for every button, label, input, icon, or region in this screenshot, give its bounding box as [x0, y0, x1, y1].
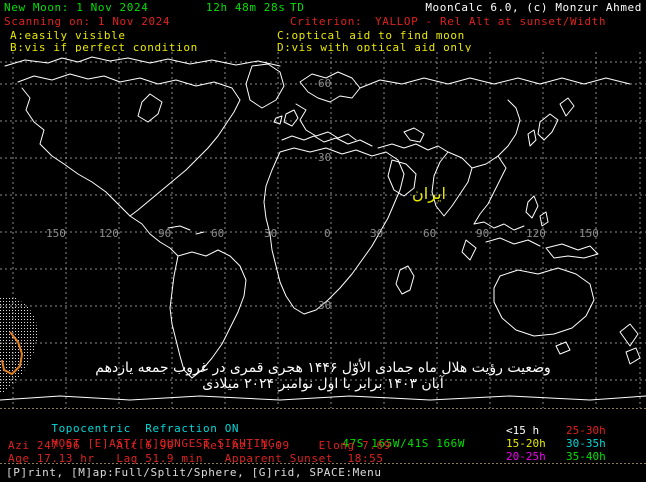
lat-label-60n: 60 [318, 77, 332, 90]
status-bar-divider [0, 463, 646, 464]
lat-label-30s: 30 [318, 299, 332, 312]
coastlines [0, 56, 646, 401]
visibility-legend-d: D:vis with optical aid only [277, 41, 473, 54]
rel-azi-label: Rel Azi [203, 439, 254, 452]
age-row: Age 17.13 hr Lag 51.9 min Apparent Sunse… [8, 453, 384, 464]
topocentric-row: Topocentric Refraction ON [8, 412, 239, 445]
alt-value: 6.90 [145, 439, 175, 452]
farsi-caption-line2: آبان ۱۴۰۳ برابر با اول نوامبر ۲۰۲۴ میلاد… [202, 376, 444, 392]
azimuth-row: Azi 247.96 Alt 6.90 Rel Azi 1.09 Elong 7… [8, 440, 391, 451]
apparent-sunset-label: Apparent Sunset [224, 452, 334, 465]
status-bar[interactable]: [P]rint, [M]ap:Full/Split/Sphere, [G]rid… [0, 465, 646, 482]
moon-age-legend-item-0: <15 h [506, 424, 540, 437]
lon-label-30w: 30 [264, 227, 278, 240]
time-scale-label: TD [290, 1, 305, 14]
farsi-caption: وضعیت رؤیت هلال ماه جمادی الأوّل ۱۴۴۶ هج… [0, 360, 646, 392]
criterion-label: Criterion: [290, 15, 363, 28]
lag-label: Lag [116, 452, 139, 465]
moon-age-legend-item-3: 30-35h [566, 437, 606, 450]
elong-value: 7.69 [362, 439, 391, 452]
new-moon-time: 12h 48m 28s [206, 1, 286, 14]
lat-label-30n: 30 [318, 151, 332, 164]
moon-age-legend-item-5: 35-40h [566, 450, 606, 463]
azi-label: Azi [8, 439, 30, 452]
lon-label-150e: 150 [579, 227, 599, 240]
lon-label-120e: 120 [526, 227, 546, 240]
lon-label-90e: 90 [476, 227, 490, 240]
app-title: MoonCalc 6.0, (c) Monzur Ahmed [425, 1, 642, 14]
refraction-label: Refraction ON [145, 422, 240, 435]
most-sighting-value: 47S 165W/41S 166W [342, 437, 466, 450]
header-panel: New Moon: 1 Nov 2024 12h 48m 28s TD Moon… [0, 0, 646, 54]
map-canvas [0, 52, 646, 408]
rel-azi-value: 1.09 [260, 439, 290, 452]
criterion-value: YALLOP - Rel Alt at sunset/Width [375, 15, 607, 28]
moon-age-legend-item-2: 15-20h [506, 437, 546, 450]
topocentric-label: Topocentric [51, 422, 131, 435]
moon-age-legend-item-1: 25-30h [566, 424, 606, 437]
moon-age-legend: <15 h 25-30h 15-20h 30-35h 20-25h 35-40h [506, 425, 642, 463]
status-bar-hotkeys[interactable]: [P]rint, [M]ap:Full/Split/Sphere, [G]rid… [6, 466, 382, 479]
age-label: Age [8, 452, 30, 465]
new-moon-label: New Moon: 1 Nov 2024 [4, 1, 149, 14]
info-panel-top-divider [0, 408, 646, 409]
lon-label-150w: 150 [46, 227, 66, 240]
moon-age-legend-item-4: 20-25h [506, 450, 546, 463]
lon-label-60w: 60 [211, 227, 225, 240]
lon-label-120w: 120 [99, 227, 119, 240]
lon-label-30e: 30 [370, 227, 384, 240]
lon-label-0: 0 [324, 227, 331, 240]
visibility-legend-a: A:easily visible [10, 29, 126, 42]
alt-label: Alt [116, 439, 139, 452]
most-sighting-label: MOST [E]AST/[Y]OUNGEST SIGHTING: [51, 437, 283, 450]
most-sighting-row: MOST [E]AST/[Y]OUNGEST SIGHTING: [8, 427, 282, 460]
visibility-legend-b: B:vis if perfect condition [10, 41, 198, 54]
world-visibility-map[interactable]: 150 120 90 60 30 0 30 60 90 120 150 60 3… [0, 52, 646, 408]
visibility-curve-orange [1, 331, 24, 376]
azi-value: 247.96 [36, 439, 81, 452]
most-sighting-value-wrap: 47S 165W/41S 166W [299, 427, 465, 460]
lon-label-90w: 90 [158, 227, 172, 240]
scanning-label: Scanning on: 1 Nov 2024 [4, 15, 171, 28]
apparent-sunset-value: 18:55 [347, 452, 384, 465]
farsi-caption-line1: وضعیت رؤیت هلال ماه جمادی الأوّل ۱۴۴۶ هج… [95, 360, 551, 376]
visibility-legend-c: C:optical aid to find moon [277, 29, 465, 42]
lon-label-60e: 60 [423, 227, 437, 240]
iran-country-label: ایران [412, 184, 446, 203]
info-panel: Topocentric Refraction ON MOST [E]AST/[Y… [0, 408, 646, 464]
lag-value: 51.9 min [145, 452, 204, 465]
age-value: 17.13 hr [36, 452, 95, 465]
elong-label: Elong [318, 439, 355, 452]
